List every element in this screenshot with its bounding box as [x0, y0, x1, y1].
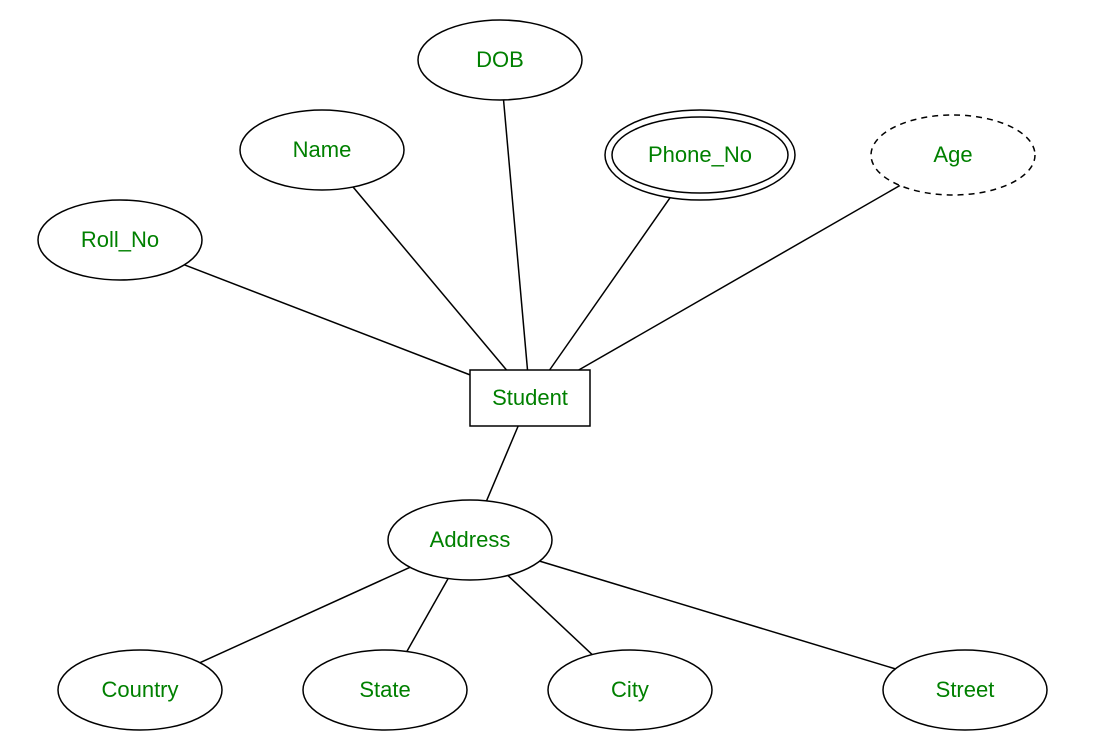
- node-label-country: Country: [101, 677, 178, 702]
- node-name: Name: [240, 110, 404, 190]
- node-label-dob: DOB: [476, 47, 524, 72]
- edge-address-country: [200, 567, 410, 662]
- node-label-city: City: [611, 677, 649, 702]
- edge-student-phone: [550, 198, 671, 370]
- edge-student-rollno: [184, 265, 470, 375]
- edge-address-city: [508, 575, 592, 654]
- edge-student-dob: [504, 100, 528, 370]
- node-student: Student: [470, 370, 590, 426]
- node-age: Age: [871, 115, 1035, 195]
- edge-student-address: [487, 426, 519, 501]
- node-dob: DOB: [418, 20, 582, 100]
- er-diagram: Student DOB Name Phone_No Age Roll_No Address C…: [0, 0, 1112, 753]
- node-label-state: State: [359, 677, 410, 702]
- node-label-student: Student: [492, 385, 568, 410]
- nodes-layer: Student DOB Name Phone_No Age Roll_No Address C…: [38, 20, 1047, 730]
- node-phone: Phone_No: [605, 110, 795, 200]
- edge-student-age: [579, 185, 900, 370]
- node-label-name: Name: [293, 137, 352, 162]
- edge-address-state: [407, 579, 448, 652]
- node-street: Street: [883, 650, 1047, 730]
- node-label-phone: Phone_No: [648, 142, 752, 167]
- node-label-street: Street: [936, 677, 995, 702]
- node-address: Address: [388, 500, 552, 580]
- edge-address-street: [540, 561, 896, 669]
- node-label-address: Address: [430, 527, 511, 552]
- node-city: City: [548, 650, 712, 730]
- node-label-age: Age: [933, 142, 972, 167]
- edge-student-name: [353, 187, 506, 370]
- node-rollno: Roll_No: [38, 200, 202, 280]
- node-label-rollno: Roll_No: [81, 227, 159, 252]
- node-state: State: [303, 650, 467, 730]
- node-country: Country: [58, 650, 222, 730]
